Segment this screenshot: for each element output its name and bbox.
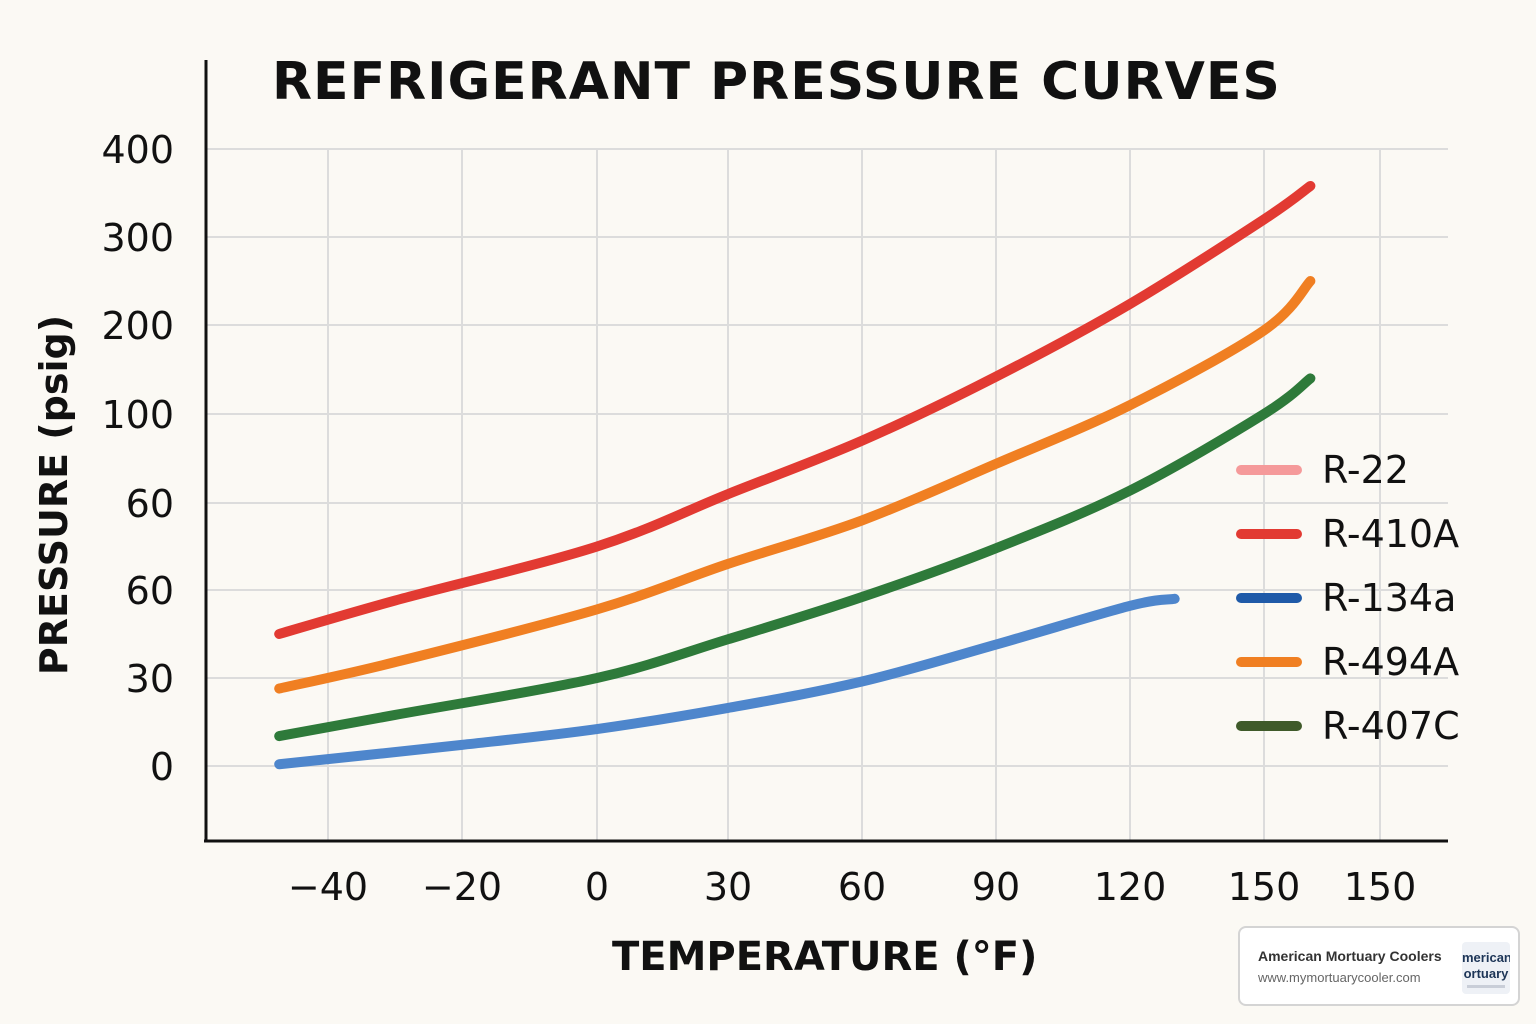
x-tick-label: 0 — [585, 865, 609, 909]
x-tick-label: 30 — [704, 865, 752, 909]
legend-label: R-494A — [1322, 640, 1460, 684]
x-tick-label: 150 — [1228, 865, 1301, 909]
x-axis-label: TEMPERATURE (°F) — [612, 934, 1038, 980]
y-tick-label: 100 — [101, 393, 174, 437]
brand-logo-line: ortuary — [1463, 966, 1509, 981]
series-line-r-407c — [274, 373, 1316, 742]
x-tick-label: 60 — [838, 865, 886, 909]
y-tick-label: 400 — [101, 128, 174, 172]
y-tick-label: 300 — [101, 216, 174, 260]
legend-item: R-494A — [1236, 630, 1460, 694]
legend-item: R-134a — [1236, 566, 1460, 630]
brand-logo: merican ortuary — [1462, 942, 1510, 994]
grid — [206, 148, 1448, 841]
legend-swatch — [1236, 529, 1302, 539]
legend-swatch — [1236, 465, 1302, 475]
chart-title: REFRIGERANT PRESSURE CURVES — [272, 52, 1281, 112]
x-tick-label: 120 — [1094, 865, 1167, 909]
legend-label: R-407C — [1322, 704, 1460, 748]
legend-label: R-410A — [1322, 512, 1460, 556]
legend-label: R-22 — [1322, 448, 1409, 492]
y-tick-label: 30 — [126, 657, 174, 701]
legend-item: R-22 — [1236, 438, 1460, 502]
x-tick-label: −20 — [422, 865, 502, 909]
y-tick-label: 0 — [150, 745, 174, 789]
legend: R-22 R-410A R-134a R-494A R-407C — [1236, 438, 1460, 758]
y-tick-label: 60 — [126, 569, 174, 613]
series-line-r-134a — [274, 593, 1180, 770]
y-axis-label: PRESSURE (psig) — [32, 314, 76, 676]
series-lines — [274, 180, 1316, 770]
series-line-r-494a — [274, 276, 1316, 694]
legend-swatch — [1236, 721, 1302, 731]
brand-name: American Mortuary Coolers — [1258, 948, 1442, 964]
x-tick-labels: −40 −20 0 30 60 90 120 150 150 — [288, 865, 1416, 909]
brand-logo-rule — [1467, 985, 1505, 988]
brand-url[interactable]: www.mymortuarycooler.com — [1258, 970, 1421, 985]
x-tick-label: 90 — [972, 865, 1020, 909]
legend-swatch — [1236, 593, 1302, 603]
legend-label: R-134a — [1322, 576, 1457, 620]
x-tick-label: −40 — [288, 865, 368, 909]
x-tick-label: 150 — [1344, 865, 1417, 909]
brand-watermark[interactable]: American Mortuary Coolers www.mymortuary… — [1238, 926, 1520, 1006]
y-tick-label: 200 — [101, 304, 174, 348]
series-line-r-410a — [274, 180, 1316, 639]
y-tick-labels: 0 30 60 60 100 200 300 400 — [101, 128, 174, 789]
brand-logo-line: merican — [1462, 950, 1510, 965]
legend-item: R-407C — [1236, 694, 1460, 758]
y-tick-label: 60 — [126, 482, 174, 526]
legend-item: R-410A — [1236, 502, 1460, 566]
legend-swatch — [1236, 657, 1302, 667]
